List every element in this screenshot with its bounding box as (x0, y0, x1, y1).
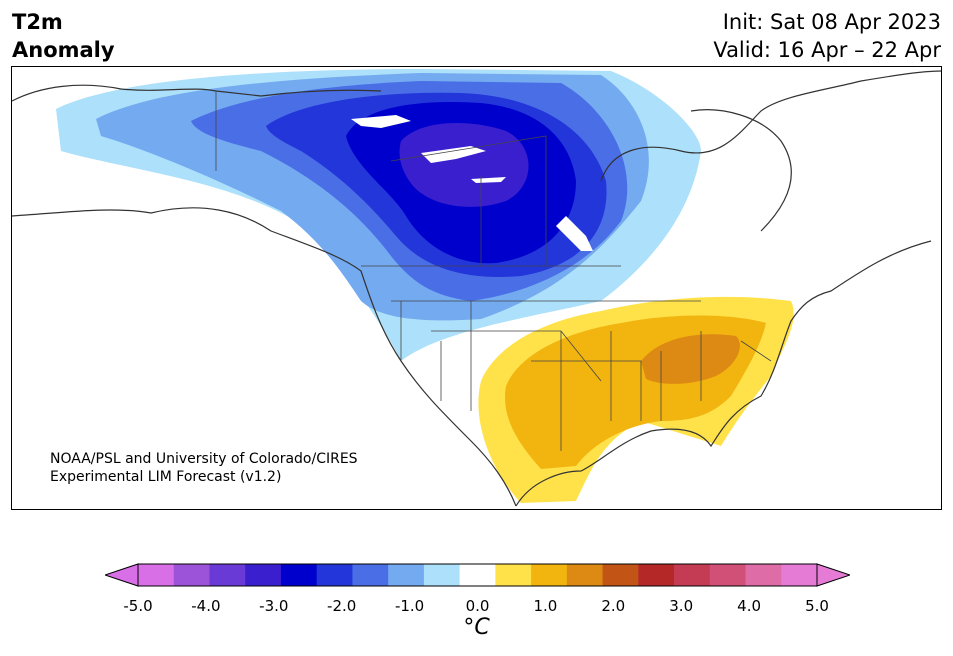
init-date: Init: Sat 08 Apr 2023 (722, 10, 941, 34)
coastline (12, 70, 941, 507)
colorbar-bin (423, 564, 461, 586)
colorbar-bin (495, 564, 532, 586)
colorbar-frame (137, 563, 818, 587)
data-credit: NOAA/PSL and University of Colorado/CIRE… (50, 450, 358, 486)
colorbar-tick-label: 3.0 (669, 597, 694, 615)
colorbar-tick-label: 0.0 (465, 597, 490, 615)
colorbar-tick-label: -2.0 (327, 597, 357, 615)
colorbar-tick-label: 4.0 (737, 597, 762, 615)
colorbar (105, 563, 850, 587)
colorbar-bin (352, 564, 389, 586)
colorbar-bin (566, 564, 604, 586)
colorbar-bin (388, 564, 425, 586)
colorbar-bin (173, 564, 210, 586)
colorbar-tick-label: -3.0 (259, 597, 289, 615)
anomaly-map: NOAA/PSL and University of Colorado/CIRE… (11, 66, 942, 510)
colorbar-tick-label: -1.0 (394, 597, 425, 615)
colorbar-over-triangle (816, 563, 850, 587)
title-line-2: Anomaly (12, 38, 115, 62)
credit-line-1: NOAA/PSL and University of Colorado/CIRE… (50, 451, 358, 467)
colorbar-ticks: -5.0 -4.0 -3.0 -2.0 -1.0 0.0 1.0 2.0 3.0 4.0 5.0 (0, 597, 953, 617)
map-canvas (12, 69, 941, 507)
colorbar-bin (781, 564, 818, 586)
colorbar-bin (209, 564, 246, 586)
anomaly-shade-warm-3 (641, 334, 740, 384)
colorbar-unit-label: °C (463, 615, 490, 640)
colorbar-bin (674, 564, 711, 586)
colorbar-bin (709, 564, 747, 586)
colorbar-bin (531, 564, 568, 586)
colorbar-tick-label: 5.0 (805, 597, 829, 615)
colorbar-tick-label: 1.0 (533, 597, 558, 615)
lake-great-slave (421, 146, 486, 163)
colorbar-tick-label: -5.0 (123, 597, 153, 615)
colorbar-bin (459, 564, 496, 586)
lake-great-bear (351, 115, 411, 128)
colorbar-under-triangle (105, 563, 139, 587)
political-borders (215, 91, 772, 451)
lake-athabasca (471, 177, 506, 183)
colorbar-bin (602, 564, 639, 586)
colorbar-tick-label: 2.0 (601, 597, 626, 615)
credit-line-2: Experimental LIM Forecast (v1.2) (50, 469, 282, 485)
colorbar-tick-label: -4.0 (191, 597, 221, 615)
colorbar-bin (138, 564, 175, 586)
colorbar-bin (638, 564, 675, 586)
colorbar-bin (745, 564, 782, 586)
valid-range: Valid: 16 Apr – 22 Apr (713, 38, 941, 62)
lake-winnipeg (556, 216, 593, 251)
map-title: T2m Anomaly (12, 8, 115, 64)
title-line-1: T2m (12, 10, 63, 34)
forecast-dates: Init: Sat 08 Apr 2023 Valid: 16 Apr – 22… (713, 8, 941, 64)
colorbar-bin (316, 564, 353, 586)
colorbar-bin (280, 564, 318, 586)
colorbar-bin (245, 564, 282, 586)
